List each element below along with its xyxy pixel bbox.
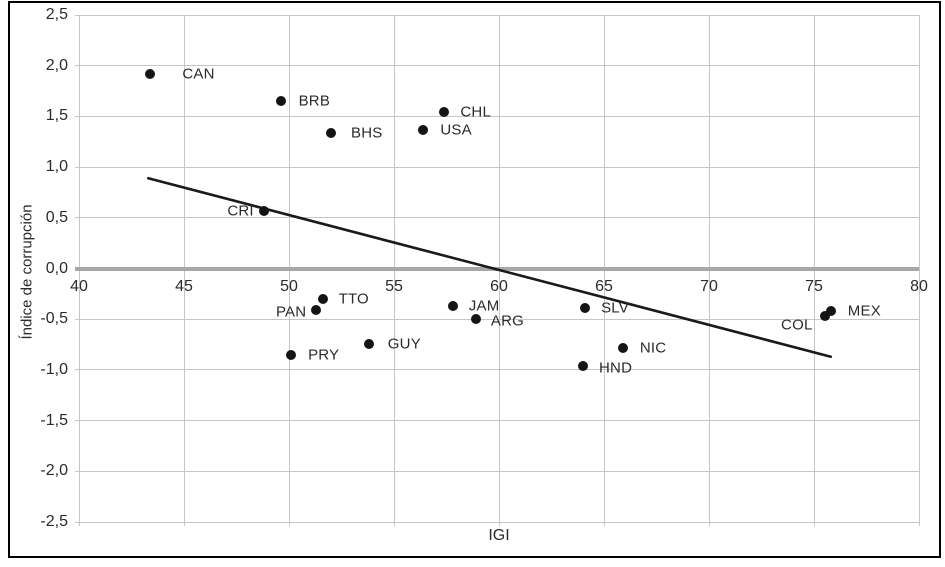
x-tick-label-80: 80 — [910, 277, 928, 295]
x-tick-label-75: 75 — [805, 277, 823, 295]
x-axis-title: IGI — [488, 527, 510, 544]
y-tick-label-0,5: 0,5 — [45, 208, 68, 226]
y-tick-label-2,0: 2,0 — [45, 56, 68, 74]
x-tick-label-55: 55 — [385, 277, 403, 295]
y-tick-label-1,0: 1,0 — [45, 158, 68, 176]
y-tick-label--2,0: -2,0 — [40, 462, 68, 480]
x-tick-label-70: 70 — [700, 277, 718, 295]
x-tick-label-40: 40 — [70, 277, 88, 295]
y-axis-title: Índice de corrupción — [18, 204, 36, 340]
y-tick-label--2,5: -2,5 — [40, 513, 68, 530]
x-tick-label-50: 50 — [280, 277, 298, 295]
chart-outer-frame — [8, 1, 941, 558]
y-tick-label--1,5: -1,5 — [40, 411, 68, 429]
y-tick-label--1,0: -1,0 — [40, 360, 68, 378]
y-tick-label-0,0: 0,0 — [45, 259, 68, 277]
y-tick-label-1,5: 1,5 — [45, 107, 68, 125]
y-tick-label-2,5: 2,5 — [45, 6, 68, 23]
x-tick-label-45: 45 — [175, 277, 193, 295]
x-tick-label-65: 65 — [595, 277, 613, 295]
y-tick-label--0,5: -0,5 — [40, 310, 68, 328]
x-tick-label-60: 60 — [490, 277, 508, 295]
